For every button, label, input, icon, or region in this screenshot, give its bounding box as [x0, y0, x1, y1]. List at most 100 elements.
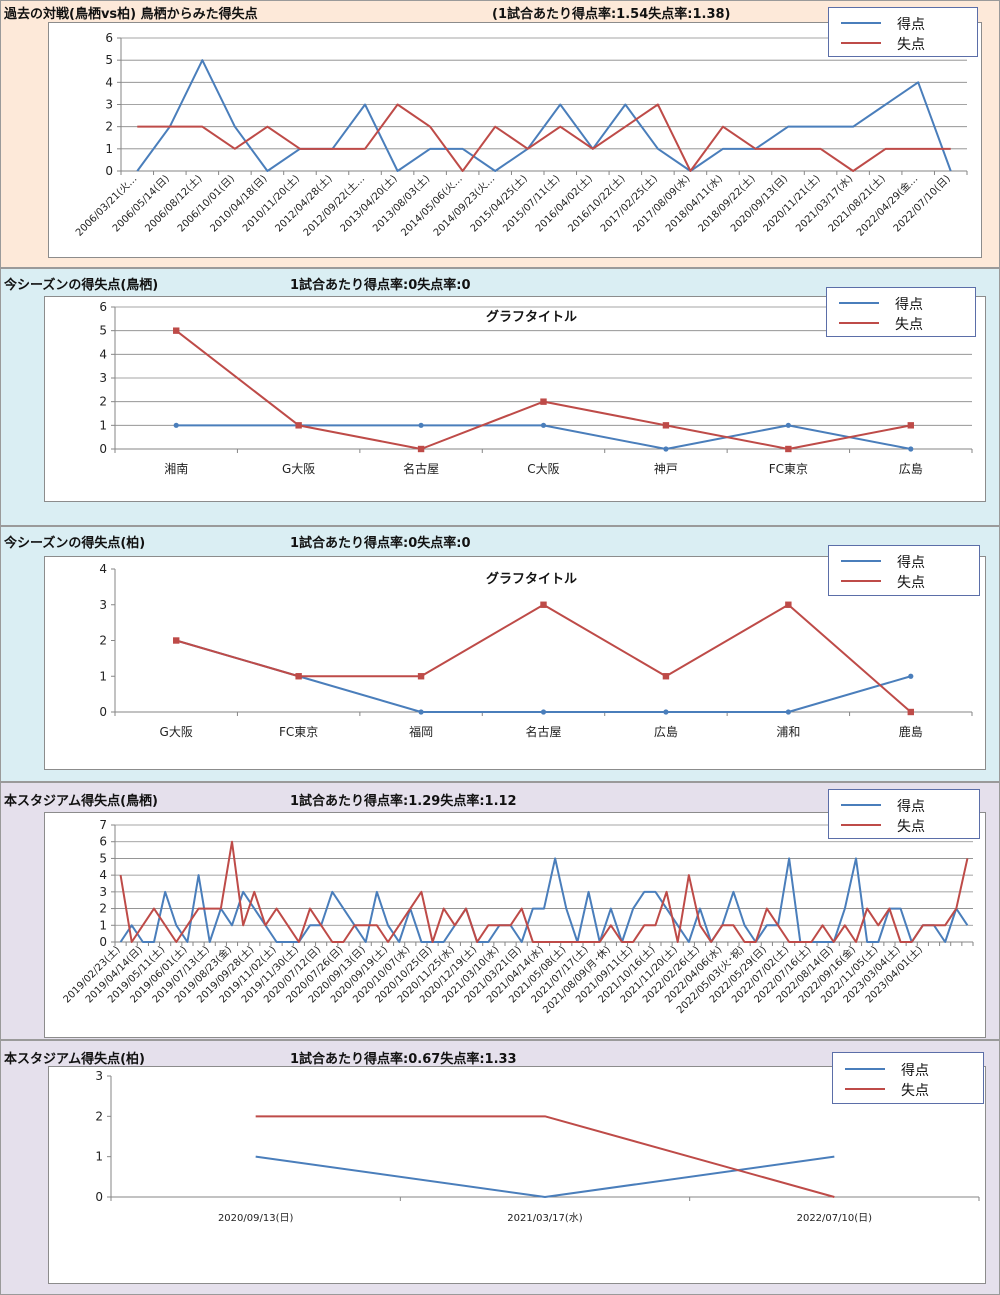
x-tick-label: 名古屋: [403, 461, 439, 476]
data-point-concede: [662, 673, 670, 680]
y-tick-label: 3: [99, 885, 107, 899]
x-tick-label: 2006/03/21(火…: [73, 173, 139, 239]
data-point-concede: [417, 445, 425, 453]
data-point-score: [663, 709, 669, 715]
chart-h2h: 0 1 2 3 4 5 6 2006/03/21(火…2006/05/14(日)2006/08…: [73, 31, 968, 239]
x-tick-label: G大阪: [282, 462, 315, 476]
x-tick-label: G大阪: [160, 725, 193, 739]
section-rate: (1試合あたり得点率:1.54失点率:1.38): [492, 7, 731, 22]
legend-item-score: 得点: [833, 1059, 983, 1079]
legend: 得点 失点: [826, 287, 976, 337]
data-point-score: [908, 446, 914, 452]
y-tick-label: 1: [99, 418, 107, 432]
x-tick-label: C大阪: [527, 462, 559, 476]
x-tick-label: 2013/04/20(土): [337, 172, 400, 235]
x-tick-label: 神戸: [654, 462, 678, 476]
legend: 得点 失点: [828, 789, 980, 839]
legend-item-concede: 失点: [829, 33, 977, 53]
section-rate: 1試合あたり得点率:0失点率:0: [290, 536, 471, 551]
y-tick-label: 3: [105, 98, 113, 112]
data-point-score: [663, 446, 669, 452]
legend-line-icon: [845, 1088, 885, 1090]
y-tick-label: 6: [105, 31, 113, 45]
x-tick-label: 2021/03/17(水): [507, 1212, 583, 1224]
y-tick-label: 2: [95, 1109, 103, 1123]
y-tick-label: 4: [99, 868, 107, 882]
legend-line-icon: [845, 1068, 885, 1070]
y-tick-label: 5: [99, 324, 107, 338]
y-tick-label: 0: [95, 1190, 103, 1204]
series-line-score: [176, 424, 911, 450]
legend-item-score: 得点: [829, 13, 977, 33]
y-tick-label: 6: [99, 300, 107, 314]
legend-item-score: 得点: [829, 795, 979, 815]
section-title: 本スタジアム得失点(柏): [4, 1052, 145, 1067]
y-tick-label: 2: [99, 395, 107, 409]
legend-item-concede: 失点: [829, 815, 979, 835]
data-point-concede: [785, 601, 792, 608]
x-tick-label: 2012/04/28(土): [272, 172, 335, 235]
data-point-concede: [907, 422, 914, 429]
x-tick-label: 2017/08/09(水): [631, 173, 693, 235]
data-point-concede: [785, 445, 792, 453]
y-tick-label: 4: [105, 75, 113, 89]
section-rate: 1試合あたり得点率:0失点率:0: [290, 278, 471, 293]
data-point-score: [908, 673, 914, 679]
data-point-concede: [173, 327, 180, 334]
x-tick-label: 2021/08/21(土): [825, 172, 888, 235]
x-tick-label: 2013/08/03(土): [370, 172, 433, 235]
section-title: 今シーズンの得失点(鳥栖): [4, 278, 159, 293]
data-point-score: [540, 422, 547, 428]
chart-kashiwa-stadium: 0 1 2 3 2020/09/13(日) 2021/03/17(水) 2022/07/10…: [95, 1069, 980, 1224]
chart-title: グラフタイトル: [486, 309, 577, 325]
series-line-concede: [137, 103, 951, 172]
x-tick-label: 2006/10/01(日): [176, 173, 237, 234]
legend: 得点 失点: [828, 7, 978, 57]
series-line-score: [255, 1155, 835, 1198]
x-tick-label: 広島: [899, 461, 923, 476]
chart-title: グラフタイトル: [486, 571, 577, 587]
legend-line-icon: [841, 42, 881, 44]
y-tick-label: 2: [99, 634, 107, 648]
y-tick-label: 1: [99, 669, 107, 683]
y-tick-label: 7: [99, 818, 107, 832]
data-point-concede: [417, 673, 425, 680]
x-tick-label: 2015/04/25(土): [467, 172, 530, 235]
section-rate: 1試合あたり得点率:0.67失点率:1.33: [290, 1052, 517, 1067]
section-title: 今シーズンの得失点(柏): [4, 536, 146, 551]
legend-line-icon: [841, 560, 881, 562]
data-point-concede: [662, 422, 670, 429]
chart-kashiwa-season: 0 1 2 3 4 G大阪 FC東京 福岡 名古屋 広島 浦和 鹿島 グラフタイトル: [99, 562, 973, 739]
x-tick-label: 広島: [654, 724, 678, 739]
x-tick-label: 2010/04/18(日): [208, 173, 269, 234]
x-tick-label: 2010/11/20(土): [240, 172, 303, 235]
data-point-score: [785, 709, 791, 715]
data-point-concede: [173, 637, 180, 644]
x-tick-label: 2015/07/11(土): [500, 172, 563, 235]
x-tick-label: 浦和: [776, 725, 800, 739]
legend-line-icon: [839, 302, 879, 304]
data-point-score: [173, 422, 179, 428]
x-tick-label: 福岡: [409, 724, 433, 739]
y-tick-label: 5: [99, 851, 107, 865]
x-tick-label: 湘南: [164, 461, 188, 476]
y-tick-label: 1: [95, 1150, 103, 1164]
data-point-score: [540, 709, 547, 715]
series-line-score: [136, 59, 952, 172]
data-point-score: [418, 422, 424, 428]
series-line-score: [175, 639, 912, 713]
x-tick-label: 2006/08/12(土): [142, 172, 205, 235]
legend-item-score: 得点: [827, 293, 975, 313]
series-line-concede: [175, 603, 912, 713]
legend-line-icon: [841, 804, 881, 806]
data-point-concede: [295, 673, 302, 680]
legend-item-concede: 失点: [829, 571, 979, 591]
series-line-score: [119, 857, 969, 943]
y-tick-label: 5: [105, 53, 113, 67]
y-tick-label: 2: [105, 120, 113, 134]
y-tick-label: 4: [99, 562, 107, 576]
data-point-concede: [540, 398, 547, 405]
x-tick-label: 2014/05/06(火…: [399, 173, 465, 239]
section-title: 過去の対戦(鳥栖vs柏) 鳥栖からみた得失点: [4, 7, 258, 22]
section-title: 本スタジアム得失点(鳥栖): [4, 794, 158, 809]
